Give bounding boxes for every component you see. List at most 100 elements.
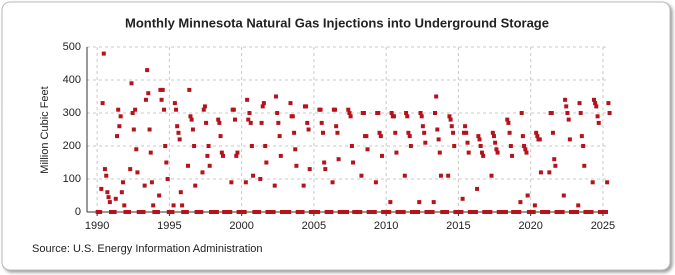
point [263,144,268,148]
point [494,147,499,152]
point [578,111,583,115]
point [116,107,121,112]
point [175,124,180,129]
point [177,137,182,142]
point [292,130,297,135]
point [106,195,111,200]
point [531,210,536,214]
point [235,150,240,155]
point [157,193,162,198]
point [246,117,251,122]
point [465,140,470,145]
point [275,111,280,115]
point [130,111,135,115]
x-tick-label: 2000 [229,220,253,232]
point [481,153,486,158]
point [566,117,571,122]
point [178,190,183,195]
point [122,203,127,208]
point [589,210,594,214]
point [418,111,423,115]
point [518,200,523,205]
point [503,210,508,214]
point [590,180,595,185]
x-tick-label: 2015 [446,220,470,232]
point [101,51,106,56]
point [162,107,167,112]
point [307,167,312,172]
point [348,114,353,119]
point [437,150,442,155]
point [120,180,125,185]
point [377,130,382,135]
point [323,167,328,172]
point [149,180,154,185]
point [217,120,222,125]
point [422,130,427,135]
point [430,210,435,214]
point [115,134,120,139]
point [594,104,599,109]
point [189,117,194,122]
point [143,97,148,102]
point [407,134,412,139]
point [272,183,277,188]
point [464,130,469,135]
point [172,101,177,106]
point [567,137,572,142]
point [393,130,398,135]
point [416,210,421,214]
point [389,111,394,115]
point [581,144,586,148]
point [534,130,539,135]
point [463,124,468,129]
point [547,170,552,175]
point [434,94,439,99]
x-tick-label: 2005 [302,220,326,232]
point [435,127,440,132]
point [582,163,587,168]
point [405,114,410,119]
point [433,111,438,115]
point [171,203,176,208]
point [158,87,163,92]
point [365,147,370,152]
point [372,210,377,214]
point [461,130,466,135]
point [488,210,493,214]
point [117,124,122,129]
point [605,180,610,185]
point [147,127,152,132]
point [460,196,465,201]
point [577,101,582,106]
point [404,111,409,115]
point [596,120,601,125]
point [104,173,109,178]
y-tick-label: 400 [63,74,81,86]
point [259,120,264,125]
point [258,177,263,181]
x-tick-label: 2020 [518,220,542,232]
point [105,190,110,195]
point [131,127,136,132]
point [476,134,481,139]
point [394,150,399,155]
point [112,210,117,214]
plot-area: 0 100 200 300 400 500 1990 1995 2000 2005 2010 2015… [63,41,616,232]
point [214,210,219,214]
point [119,190,124,195]
point [376,111,381,115]
point [334,124,339,129]
point [408,144,413,148]
point [234,153,239,158]
point [373,180,378,185]
point [186,163,191,168]
point [205,153,210,158]
point [493,140,498,145]
point [248,120,253,125]
point [170,210,175,214]
point [243,180,248,185]
point [127,210,132,214]
point [379,153,384,158]
point [506,120,511,125]
